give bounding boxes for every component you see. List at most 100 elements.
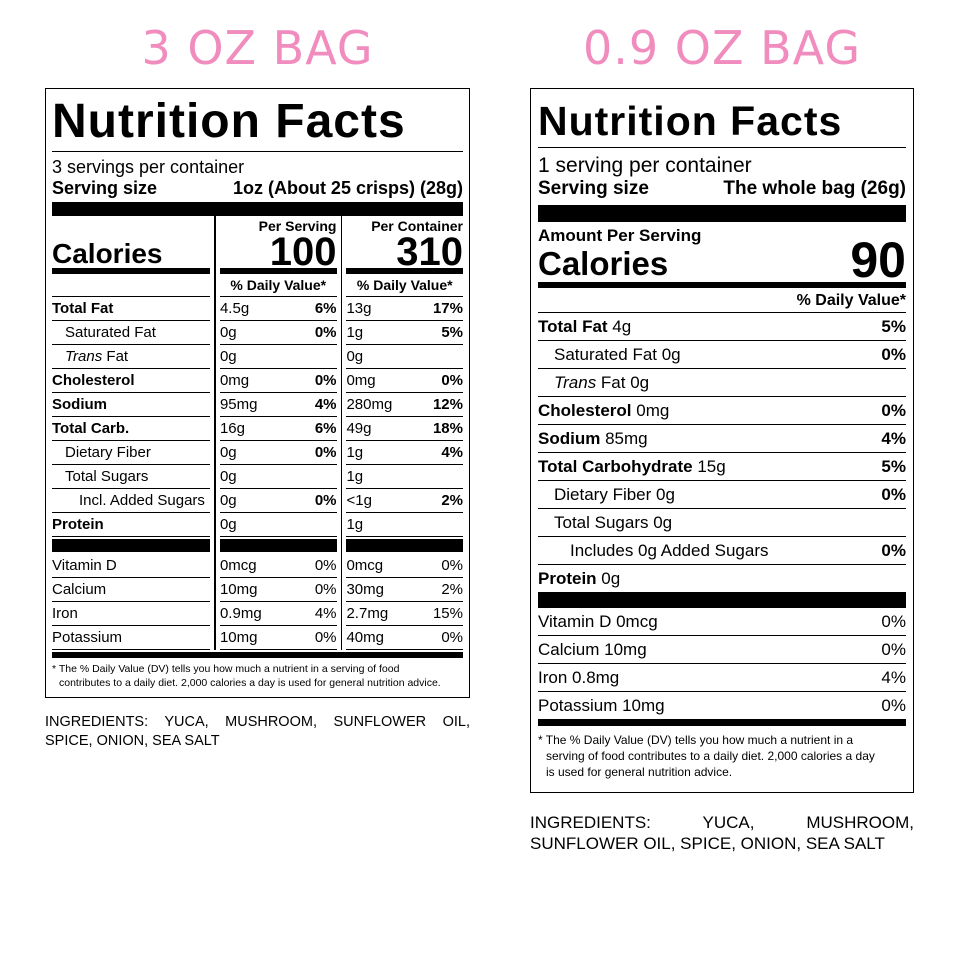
nutrient-value-cell: 0g (219, 465, 337, 489)
servings-per-container: 3 servings per container (52, 157, 245, 177)
vitamin-value-cell: 40mg 0% (346, 626, 463, 650)
nutrient-row: Total Sugars 0g (538, 509, 906, 537)
nutrient-name: Includes 0g Added Sugars (570, 541, 769, 560)
nutrient-amount: 0mg (219, 372, 250, 389)
nutrient-amount: 0g (219, 348, 237, 365)
nutrient-name: Sodium (538, 429, 601, 448)
nutrient-amount: 4.5g (219, 300, 250, 317)
nutrient-value-cell: 0g 0% (219, 321, 337, 345)
name-column: Calories Total Fat Saturated Fat Trans Fat… (52, 216, 210, 650)
serving-size-value: The whole bag (26g) (723, 178, 906, 199)
nutrient-daily-value: 5% (881, 457, 906, 476)
footnote-line: * The % Daily Value (DV) tells you how m… (538, 733, 854, 747)
nutrient-amount: 280mg (346, 396, 393, 413)
nutrient-daily-value: 17% (432, 300, 463, 317)
nutrient-amount: 15g (692, 457, 726, 476)
calories-value: 90 (850, 232, 906, 288)
nutrient-amount: 0g (219, 516, 237, 533)
calories-per-serving: 100 (269, 230, 337, 274)
vitamin-name: Vitamin D 0mcg (538, 612, 658, 631)
nutrient-name-italic: Trans (65, 348, 103, 365)
thick-divider (52, 202, 463, 216)
nutrient-amount: 0g (219, 492, 237, 509)
nutrient-name-cell: Dietary Fiber (52, 441, 210, 465)
nutrient-name: Total Sugars 0g (554, 513, 673, 532)
serving-size-value: 1oz (About 25 crisps) (28g) (232, 178, 463, 198)
nutrient-daily-value: 0% (441, 372, 463, 389)
vitamin-amount: 30mg (346, 581, 384, 598)
nutrient-name-italic: Trans (554, 373, 597, 392)
vitamin-name: Vitamin D (52, 557, 117, 574)
nutrient-amount: 0g (219, 324, 237, 341)
vitamin-daily-value: 4% (314, 605, 337, 622)
footnote-line: serving of food contributes to a daily d… (546, 749, 875, 763)
vitamin-daily-value: 0% (881, 640, 906, 659)
calories-row: Calories 90 (538, 235, 906, 288)
vitamin-daily-value: 0% (441, 629, 463, 646)
vitamin-row: Calcium 10mg 0% (538, 636, 906, 664)
vitamin-amount: 0mcg (346, 557, 384, 574)
nutrient-daily-value: 0% (881, 541, 906, 560)
vitamin-name-cell: Potassium (52, 626, 210, 650)
nutrient-name: Total Sugars (65, 468, 149, 485)
nutrient-daily-value: 12% (432, 396, 463, 413)
vitamin-name: Potassium (52, 629, 123, 646)
footnote-line: is used for general nutrition advice. (546, 765, 733, 779)
nutrient-amount: 13g (346, 300, 372, 317)
nutrient-value-cell: 4.5g 6% (219, 297, 337, 321)
nutrient-daily-value: 5% (441, 324, 463, 341)
nutrient-value-cell: 0g (346, 345, 463, 369)
vitamin-value-cell: 0mcg 0% (219, 554, 337, 578)
nutrient-name: Cholesterol (538, 401, 632, 420)
nutrient-name-cell: Total Fat (52, 297, 210, 321)
vitamin-value-cell: 2.7mg 15% (346, 602, 463, 626)
nutrient-amount: 1g (346, 516, 364, 533)
nutrient-row: Includes 0g Added Sugars 0% (538, 537, 906, 565)
thick-divider (219, 539, 337, 552)
vitamin-value-cell: 0mcg 0% (346, 554, 463, 578)
vitamin-amount: 40mg (346, 629, 384, 646)
nutrient-daily-value: 0% (314, 444, 337, 461)
nutrient-amount: 0g (596, 569, 621, 588)
vitamin-daily-value: 0% (314, 581, 337, 598)
nutrient-daily-value: 2% (441, 492, 463, 509)
nutrient-daily-value: 0% (881, 345, 906, 364)
nutrient-name-cell: Trans Fat (52, 345, 210, 369)
nutrient-name-group: Total Carbohydrate 15g (538, 453, 726, 480)
column-divider (214, 216, 216, 650)
per-container-header: Per Container 310 (346, 216, 463, 274)
nutrient-daily-value: 0% (314, 492, 337, 509)
heading-09oz-bag: 0.9 OZ BAG (583, 21, 861, 75)
nutrient-name: Cholesterol (52, 372, 135, 389)
vitamin-amount: 0mcg (219, 557, 257, 574)
nutrient-value-cell: 0g 0% (219, 441, 337, 465)
nutrient-row: Dietary Fiber 0g 0% (538, 481, 906, 509)
vitamin-name: Calcium 10mg (538, 640, 647, 659)
nutrient-value-cell: 1g (346, 465, 463, 489)
spacer (52, 274, 210, 297)
nutrient-value-cell: 0mg 0% (219, 369, 337, 393)
nutrient-daily-value: 6% (314, 420, 337, 437)
nutrient-daily-value: 4% (881, 429, 906, 448)
per-container-column: Per Container 310 % Daily Value* 13g 17% 1… (346, 216, 463, 650)
column-divider (340, 216, 343, 650)
vitamin-daily-value: 4% (881, 668, 906, 687)
nutrient-amount: 4g (607, 317, 632, 336)
vitamin-name: Potassium 10mg (538, 696, 665, 715)
vitamin-daily-value: 2% (441, 581, 463, 598)
nutrition-label-09oz: Nutrition Facts 1 serving per container … (530, 88, 914, 793)
vitamin-daily-value: 0% (314, 557, 337, 574)
label-title: Nutrition Facts (52, 93, 463, 152)
footnote: * The % Daily Value (DV) tells you how m… (538, 720, 906, 780)
vitamin-name: Iron (52, 605, 78, 622)
nutrient-name-cell: Sodium (52, 393, 210, 417)
nutrient-daily-value: 4% (441, 444, 463, 461)
calories-header: Calories (52, 216, 210, 274)
thick-divider (52, 539, 210, 552)
nutrient-name-cell: Total Sugars (52, 465, 210, 489)
vitamin-value-cell: 30mg 2% (346, 578, 463, 602)
nutrient-name-cell: Cholesterol (52, 369, 210, 393)
footnote-line: * The % Daily Value (DV) tells you how m… (52, 663, 400, 675)
nutrient-value-cell: 0g (219, 345, 337, 369)
nutrient-name: Protein (538, 569, 597, 588)
